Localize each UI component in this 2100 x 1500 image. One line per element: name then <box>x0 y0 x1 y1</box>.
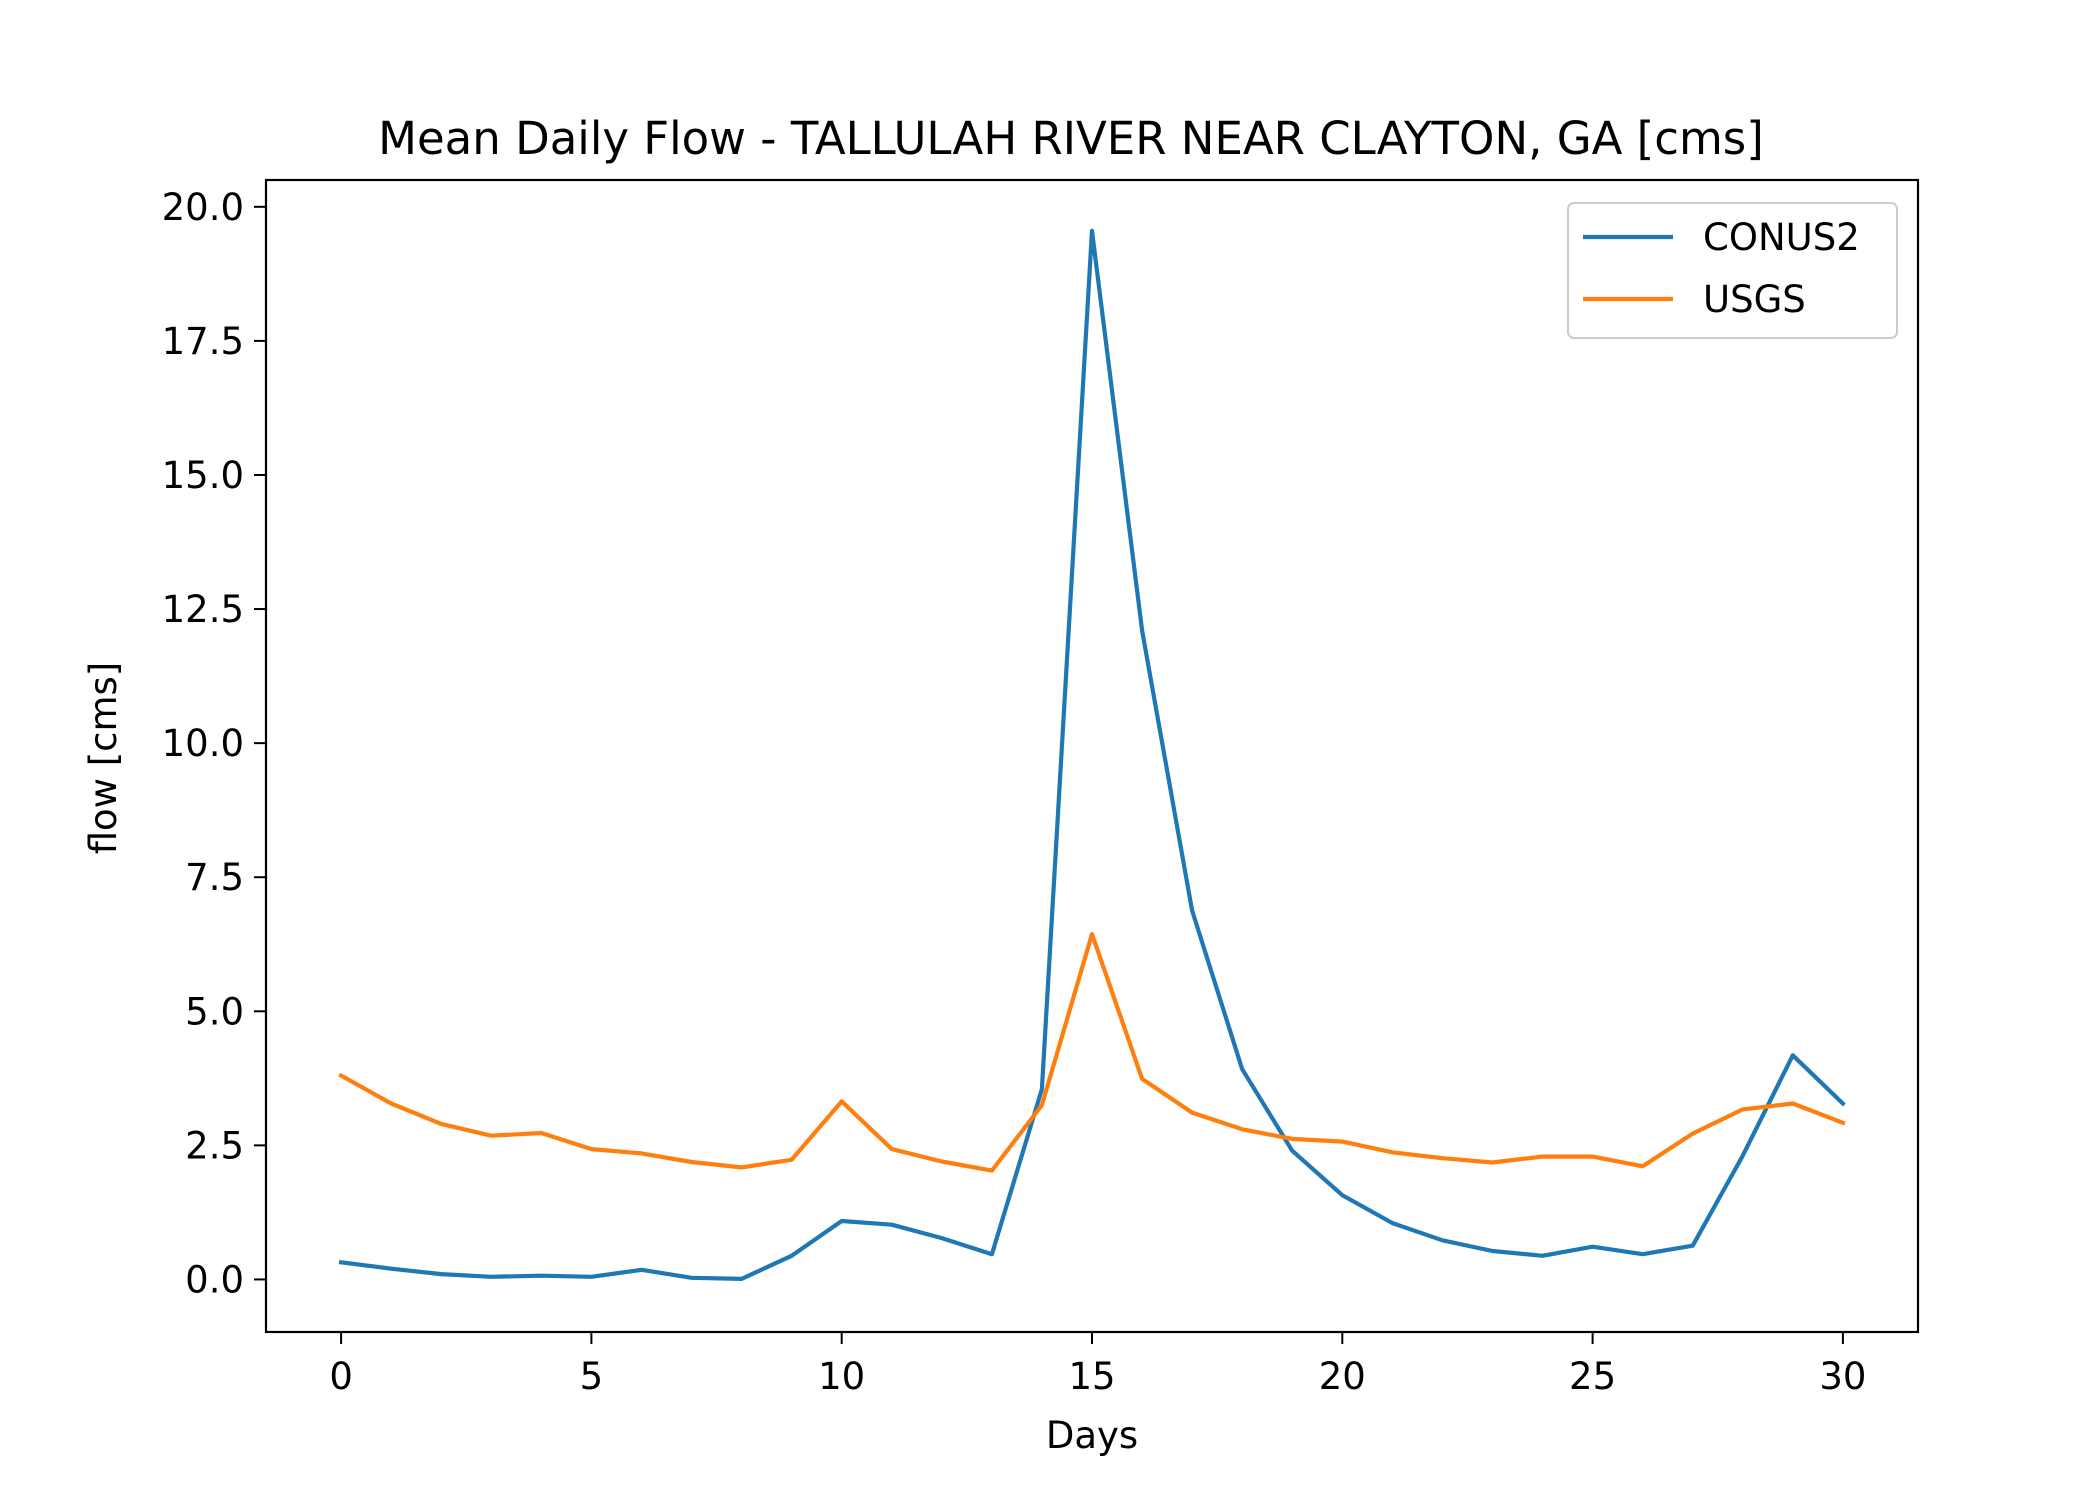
legend: CONUS2 USGS <box>1567 202 1898 339</box>
y-tick-label: 15.0 <box>162 454 244 497</box>
y-axis-ticks: 0.0 2.5 5.0 7.5 10.0 12.5 15.0 17.5 20.0 <box>162 186 266 1301</box>
x-tick-label: 20 <box>1319 1355 1366 1398</box>
x-tick-label: 10 <box>818 1355 865 1398</box>
x-tick-label: 0 <box>329 1355 353 1398</box>
y-axis-label: flow [cms] <box>82 662 125 855</box>
chart-title: Mean Daily Flow - TALLULAH RIVER NEAR CL… <box>378 112 1764 165</box>
x-tick-label: 5 <box>580 1355 604 1398</box>
y-tick-label: 10.0 <box>162 722 244 765</box>
legend-label-usgs: USGS <box>1703 278 1806 321</box>
series-layer <box>338 228 1846 1282</box>
legend-label-conus2: CONUS2 <box>1703 216 1860 259</box>
x-axis-ticks: 0 5 10 15 20 25 30 <box>329 1332 1866 1398</box>
x-tick-label: 15 <box>1068 1355 1115 1398</box>
x-tick-label: 25 <box>1569 1355 1616 1398</box>
y-tick-label: 12.5 <box>162 588 244 631</box>
series-line-usgs <box>338 931 1846 1173</box>
x-axis-label: Days <box>1046 1414 1138 1457</box>
y-tick-label: 7.5 <box>185 856 244 899</box>
y-tick-label: 20.0 <box>162 186 244 229</box>
x-tick-label: 30 <box>1819 1355 1866 1398</box>
y-tick-label: 0.0 <box>185 1258 244 1301</box>
series-line-conus2 <box>338 228 1846 1282</box>
y-tick-label: 17.5 <box>162 320 244 363</box>
y-tick-label: 5.0 <box>185 990 244 1033</box>
y-tick-label: 2.5 <box>185 1124 244 1167</box>
